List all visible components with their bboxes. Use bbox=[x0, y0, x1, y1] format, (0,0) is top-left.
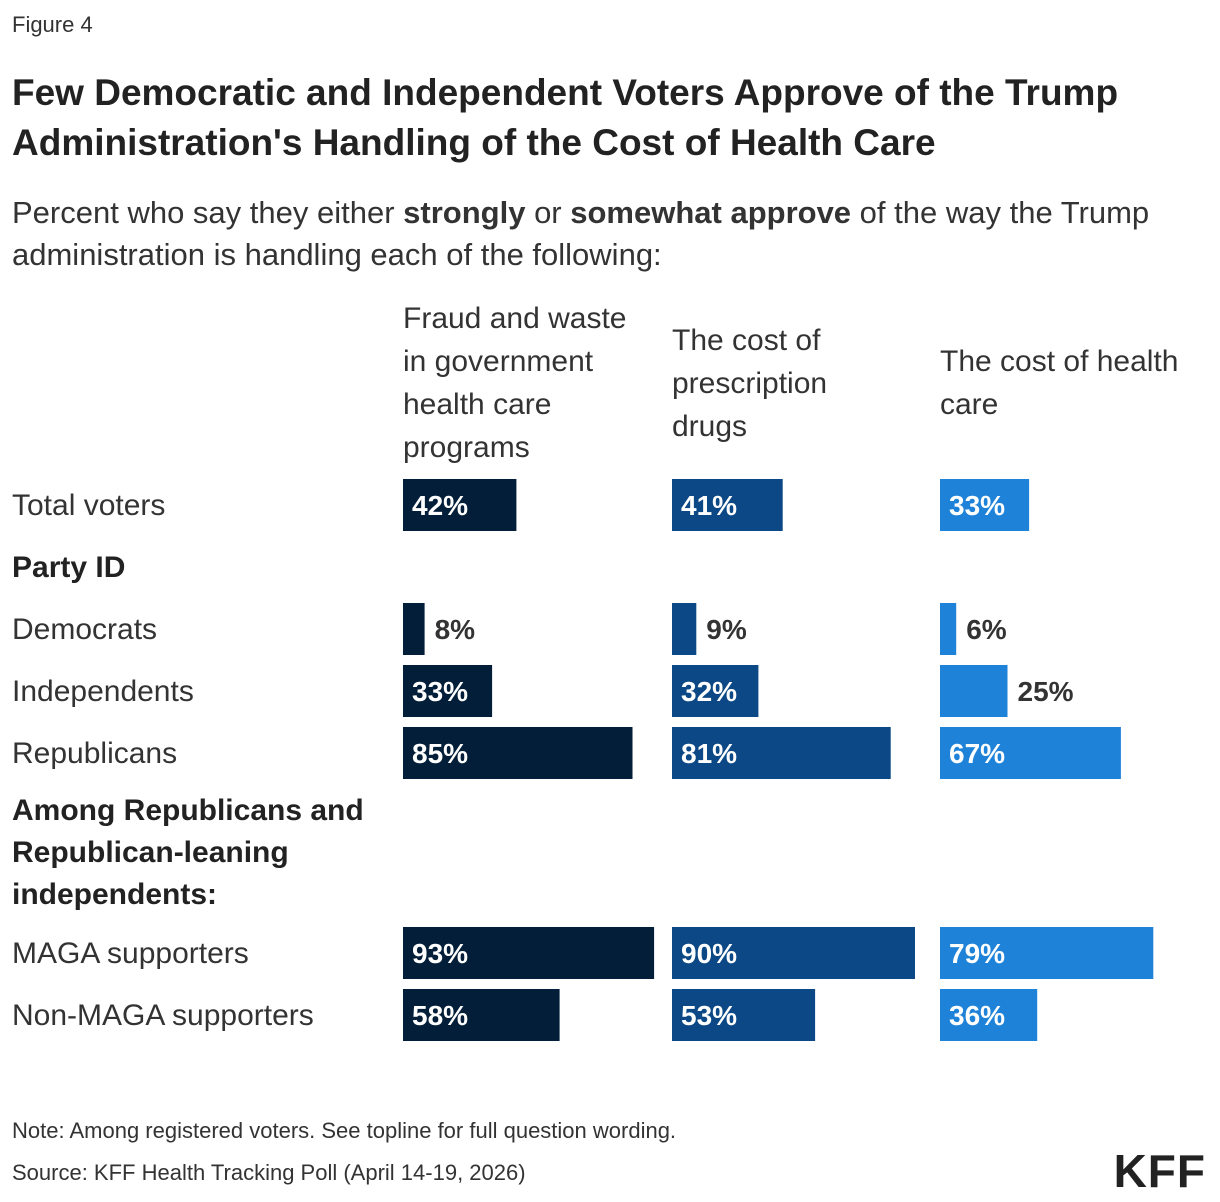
bar-s2-r1 bbox=[940, 603, 957, 655]
bar-s1-r4 bbox=[672, 927, 915, 979]
bar-s0-r5 bbox=[403, 989, 560, 1041]
data-label-s0-r1: 8% bbox=[435, 614, 476, 645]
bar-s2-r3 bbox=[940, 727, 1121, 779]
row-label-democrats: Democrats bbox=[12, 613, 158, 646]
figure-label: Figure 4 bbox=[12, 12, 93, 37]
row-heading-party-id: Party ID bbox=[12, 551, 126, 584]
bar-s2-r4 bbox=[940, 927, 1154, 979]
bar-s0-r3 bbox=[403, 727, 633, 779]
data-label-s1-r2: 32% bbox=[681, 676, 737, 707]
row-heading-republican-leaning: Among Republicans and Republican-leaning… bbox=[12, 794, 364, 911]
data-label-s0-r3: 85% bbox=[412, 738, 468, 769]
data-label-s1-r4: 90% bbox=[681, 938, 737, 969]
row-label-republicans: Republicans bbox=[12, 737, 178, 770]
footer-note: Note: Among registered voters. See topli… bbox=[12, 1118, 677, 1143]
bar-s1-r3 bbox=[672, 727, 891, 779]
data-label-s0-r4: 93% bbox=[412, 938, 468, 969]
data-label-s0-r2: 33% bbox=[412, 676, 468, 707]
bar-s2-r5 bbox=[940, 989, 1038, 1041]
bar-s1-r2 bbox=[672, 665, 759, 717]
chart-title: Few Democratic and Independent Voters Ap… bbox=[12, 72, 1119, 163]
bar-s0-r0 bbox=[403, 479, 517, 531]
data-label-s1-r5: 53% bbox=[681, 1000, 737, 1031]
row-label-non-maga: Non-MAGA supporters bbox=[12, 999, 314, 1032]
kff-logo: KFF bbox=[1113, 1145, 1206, 1197]
subtitle-text: Percent who say they either bbox=[12, 195, 404, 230]
data-label-s0-r0: 42% bbox=[412, 490, 468, 521]
subtitle-text: of the way the Trump administration is h… bbox=[12, 195, 1150, 272]
data-label-s2-r0: 33% bbox=[949, 490, 1005, 521]
data-label-s2-r2: 25% bbox=[1018, 676, 1074, 707]
row-label-total-voters: Total voters bbox=[12, 489, 166, 522]
bar-s1-r5 bbox=[672, 989, 816, 1041]
column-header-fraud: Fraud and waste in government health car… bbox=[403, 302, 627, 464]
data-label-s1-r3: 81% bbox=[681, 738, 737, 769]
data-label-s2-r3: 67% bbox=[949, 738, 1005, 769]
data-label-s1-r1: 9% bbox=[706, 614, 747, 645]
bar-s1-r0 bbox=[672, 479, 783, 531]
data-label-s2-r1: 6% bbox=[966, 614, 1007, 645]
bar-s2-r0 bbox=[940, 479, 1030, 531]
row-label-independents: Independents bbox=[12, 675, 194, 708]
data-label-s2-r5: 36% bbox=[949, 1000, 1005, 1031]
bar-s2-r2 bbox=[940, 665, 1008, 717]
bar-s0-r2 bbox=[403, 665, 493, 717]
chart-subtitle: Percent who say they either strongly or … bbox=[12, 192, 1202, 276]
column-header-health-care: The cost of health care bbox=[940, 345, 1179, 421]
data-label-s1-r0: 41% bbox=[681, 490, 737, 521]
bar-s0-r4 bbox=[403, 927, 655, 979]
row-label-maga: MAGA supporters bbox=[12, 937, 249, 970]
subtitle-text: or bbox=[525, 195, 571, 230]
subtitle-bold-somewhat: somewhat approve bbox=[570, 195, 852, 230]
bar-s1-r1 bbox=[672, 603, 697, 655]
bar-s0-r1 bbox=[403, 603, 425, 655]
data-label-s0-r5: 58% bbox=[412, 1000, 468, 1031]
data-label-s2-r4: 79% bbox=[949, 938, 1005, 969]
subtitle-bold-strongly: strongly bbox=[403, 195, 526, 230]
footer-source: Source: KFF Health Tracking Poll (April … bbox=[12, 1160, 526, 1185]
column-header-prescription-drugs: The cost of prescription drugs bbox=[672, 324, 828, 443]
